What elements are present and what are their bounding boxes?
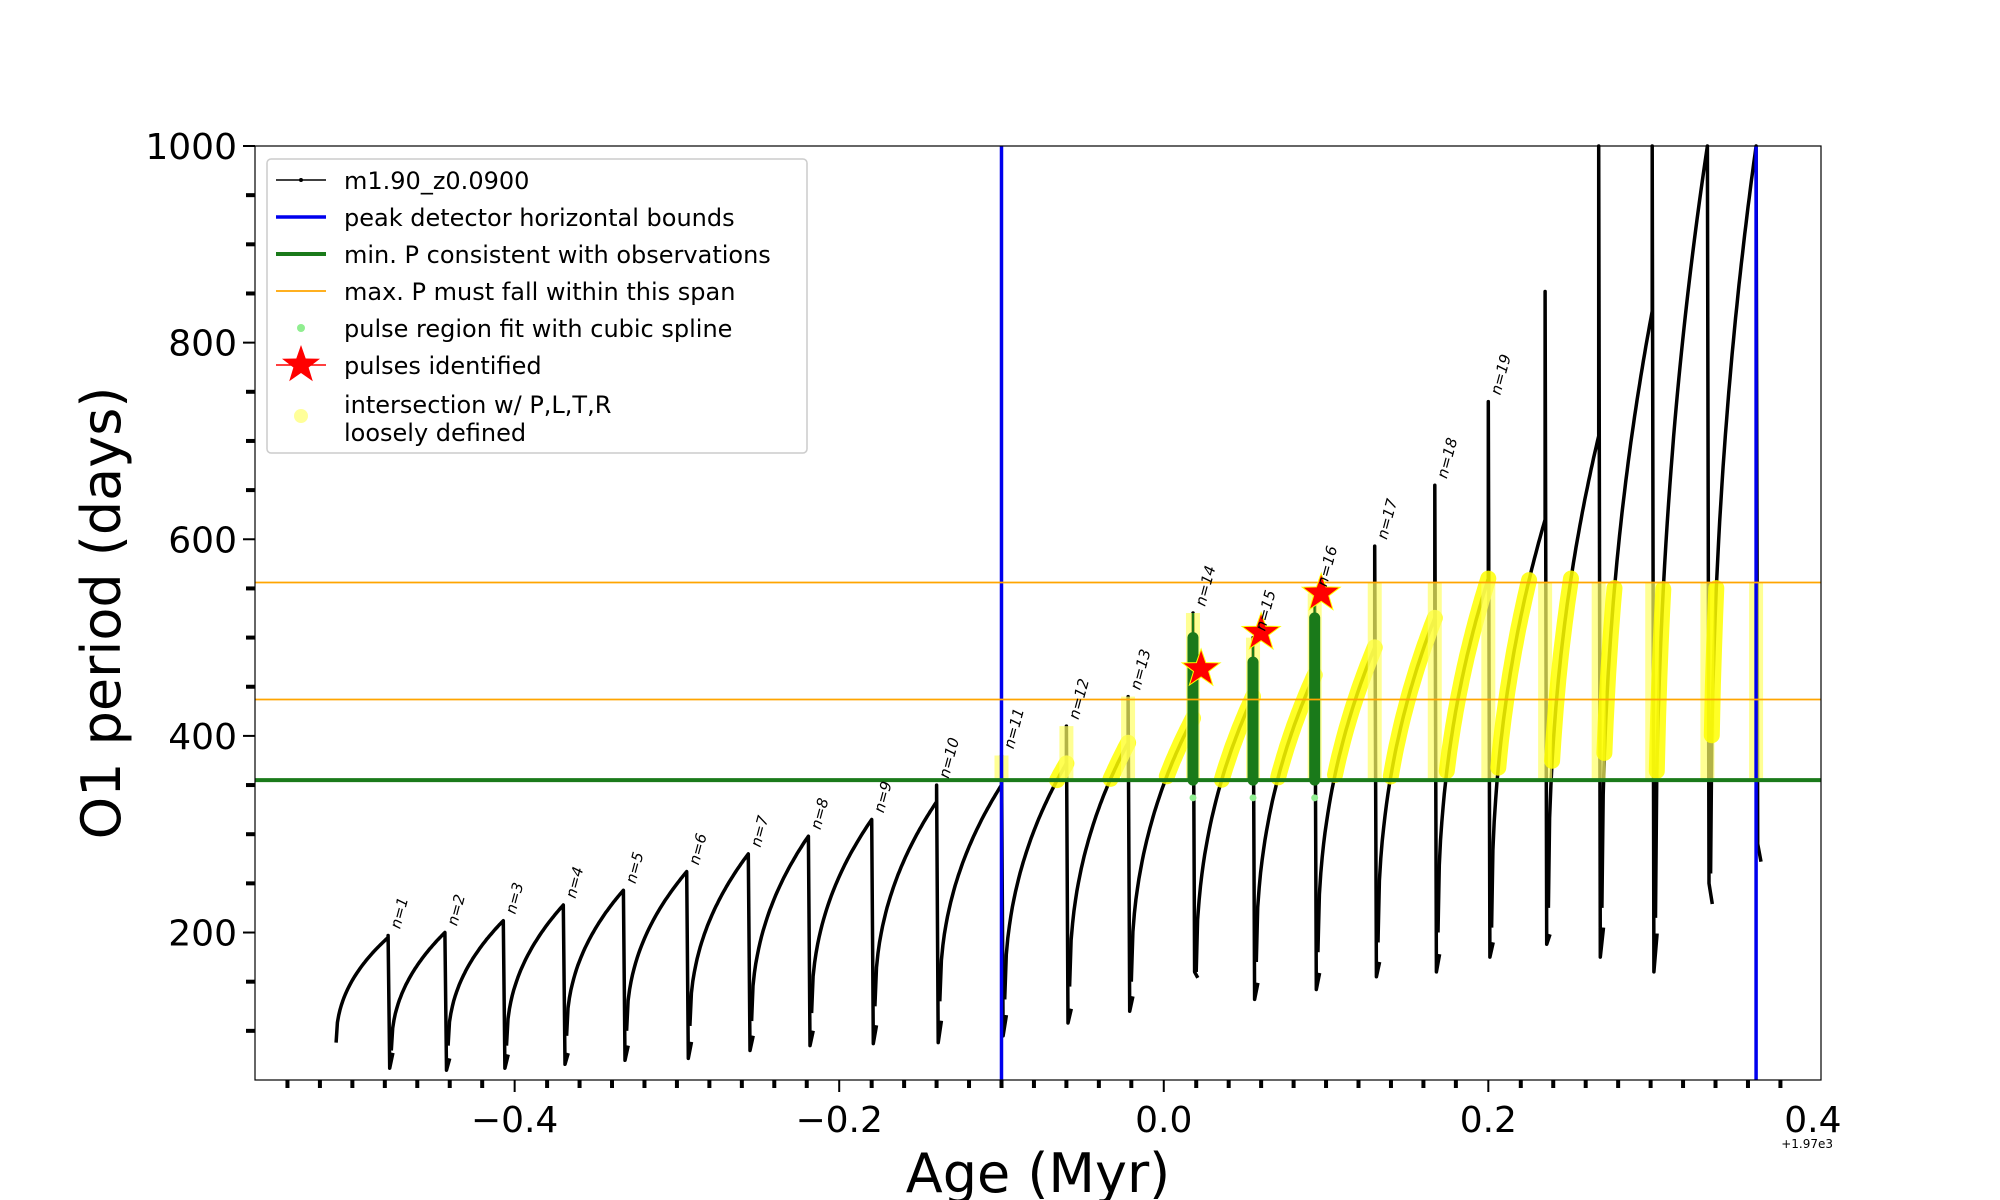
- y-tick-label: 800: [168, 324, 237, 365]
- x-tick-label: 0.4: [1784, 1100, 1841, 1141]
- legend-entry: max. P must fall within this span: [276, 278, 735, 306]
- pulse-label: n=7: [747, 813, 773, 849]
- series-segment: [1708, 144, 1763, 874]
- x-axis-label: Age (Myr): [906, 1142, 1171, 1200]
- y-axis-label: O1 period (days): [70, 387, 133, 840]
- spline-fit-point: [1189, 794, 1197, 802]
- pulse-label: n=14: [1191, 564, 1219, 608]
- intersection-region: [1382, 609, 1443, 785]
- y-tick-label: 200: [168, 914, 237, 955]
- legend-swatch: [294, 409, 308, 423]
- legend-entry: peak detector horizontal bounds: [276, 204, 735, 232]
- legend-entry: m1.90_z0.0900: [276, 167, 529, 195]
- series-segment: [873, 783, 944, 1045]
- y-tick-label: 400: [168, 717, 237, 758]
- reference-lines: [255, 146, 1821, 1080]
- series-segment: [1546, 144, 1606, 959]
- series-segment: [446, 918, 510, 1070]
- pulse-label: n=11: [1000, 706, 1028, 750]
- pulse-stars: [1180, 571, 1342, 687]
- legend-label: pulse region fit with cubic spline: [344, 315, 732, 343]
- legend-label: max. P must fall within this span: [344, 278, 735, 306]
- pulse-label: n=1: [387, 895, 413, 930]
- intersection-region: [1544, 570, 1579, 769]
- series-segment: [1653, 144, 1715, 918]
- pulse-star: [1300, 571, 1342, 611]
- legend-label: m1.90_z0.0900: [344, 167, 529, 195]
- pulse-label: n=8: [807, 796, 833, 831]
- legend-label: peak detector horizontal bounds: [344, 204, 735, 232]
- legend-label: intersection w/ P,L,T,R: [344, 391, 611, 419]
- series-segment: [938, 753, 1009, 1038]
- series-segment: [624, 869, 694, 1061]
- series-segment: [334, 933, 395, 1070]
- pulse-star: [1240, 611, 1282, 651]
- legend-label: pulses identified: [344, 352, 542, 380]
- y-tick-label: 1000: [145, 127, 237, 168]
- pulse-label: n=4: [562, 865, 588, 900]
- pulse-label: n=17: [1373, 496, 1401, 541]
- legend-swatch-star: [282, 345, 320, 382]
- pulse-label: n=19: [1487, 352, 1515, 396]
- series-segment: [564, 888, 630, 1063]
- legend-swatch: [297, 324, 305, 332]
- intersection-region: [1648, 581, 1672, 779]
- axis-ticks: −0.4 −0.2 0.0 0.2 0.4 200 400 600 800 1000: [145, 127, 1841, 1141]
- pulse-label: n=18: [1433, 436, 1461, 480]
- series-segment: [389, 930, 452, 1072]
- plot-frame: [254, 145, 1822, 1081]
- x-tick-label: 0.0: [1135, 1100, 1192, 1141]
- pulse-label: n=10: [935, 736, 963, 780]
- legend-entry: pulses identified: [276, 345, 542, 382]
- pulse-label: n=13: [1127, 647, 1155, 691]
- x-tick-label: 0.2: [1460, 1100, 1517, 1141]
- series-segment: [688, 852, 755, 1053]
- series-segment: [749, 834, 815, 1048]
- pulse-star: [1180, 647, 1222, 687]
- x-offset-label: +1.97e3: [1781, 1137, 1833, 1151]
- pulse-label: n=6: [685, 831, 711, 866]
- intersection-region: [1703, 580, 1725, 744]
- legend-swatch-marker: [299, 178, 303, 182]
- legend-entry: min. P consistent with observations: [276, 241, 771, 269]
- intersection-region: [1596, 580, 1623, 761]
- legend-entry: pulse region fit with cubic spline: [297, 315, 732, 343]
- y-tick-label: 600: [168, 520, 237, 561]
- pulse-label: n=9: [870, 779, 896, 814]
- x-tick-label: −0.4: [471, 1100, 558, 1141]
- spline-fit-point: [1249, 794, 1257, 802]
- pulse-label: n=3: [502, 881, 528, 916]
- pulse-label: n=5: [622, 850, 648, 885]
- series-segment: [504, 903, 570, 1067]
- x-tick-label: −0.2: [795, 1100, 882, 1141]
- series-segment: [809, 817, 879, 1046]
- intersection-region: [1490, 572, 1538, 776]
- legend-label: min. P consistent with observations: [344, 241, 771, 269]
- legend-label-line2: loosely defined: [344, 419, 526, 447]
- legend-frame: [266, 158, 808, 454]
- spline-fit-point: [1311, 794, 1319, 802]
- highlight-layer: [994, 570, 1764, 802]
- series-segment: [1600, 144, 1659, 974]
- pulse-label: n=2: [443, 892, 469, 927]
